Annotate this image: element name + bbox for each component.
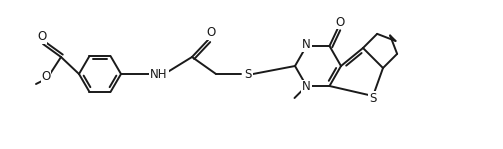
Text: N: N — [302, 38, 311, 52]
Text: O: O — [336, 15, 345, 28]
Text: S: S — [369, 91, 377, 104]
Text: O: O — [206, 27, 216, 39]
Text: O: O — [41, 69, 51, 83]
Text: O: O — [37, 31, 47, 44]
Text: N: N — [302, 80, 311, 94]
Text: S: S — [244, 67, 252, 80]
Text: NH: NH — [150, 67, 167, 80]
